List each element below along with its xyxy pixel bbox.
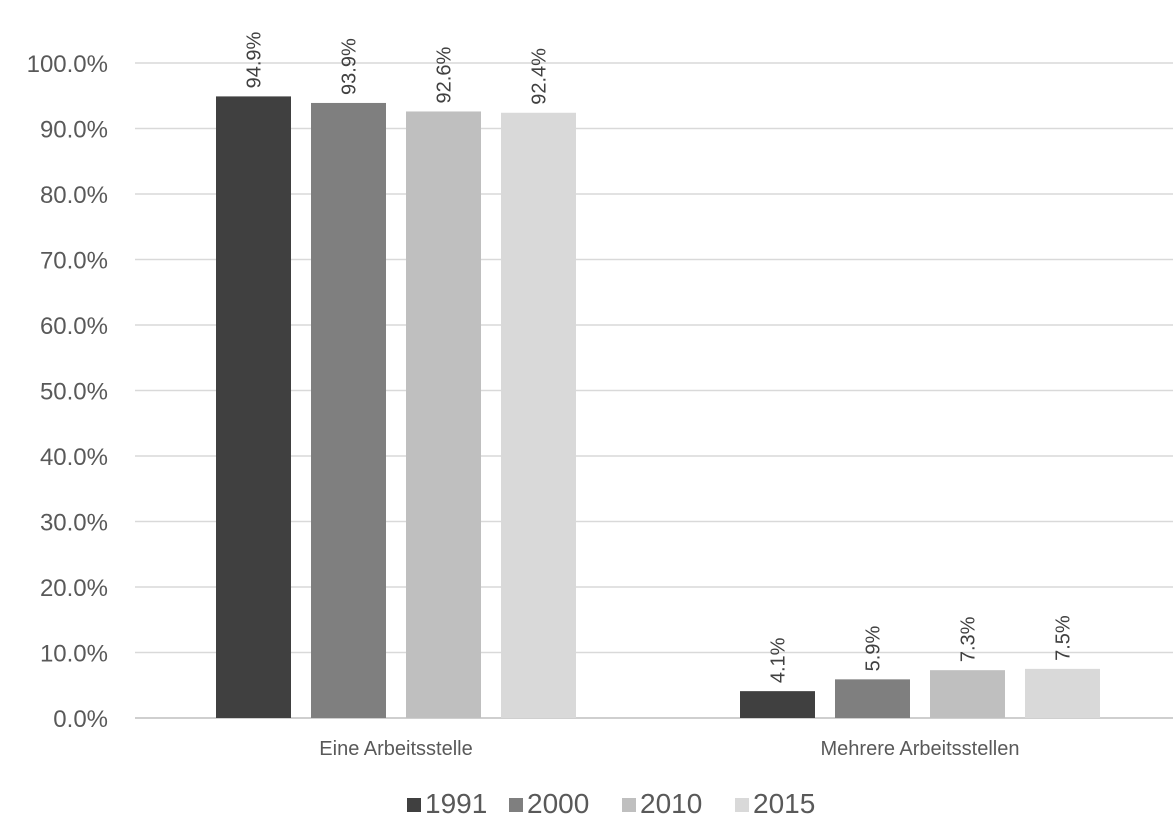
legend: 1991 2000 2010 2015 (407, 788, 815, 819)
y-tick-label: 40.0% (40, 444, 108, 471)
data-label: 93.9% (339, 38, 361, 95)
bar (1025, 668, 1100, 718)
data-label: 7.3% (958, 616, 980, 662)
data-label: 94.9% (244, 31, 266, 88)
bar (311, 102, 386, 718)
y-axis: 0.0% 10.0% 20.0% 30.0% 40.0% 50.0% 60.0% 70.0% 8… (27, 51, 108, 733)
y-tick-label: 60.0% (40, 313, 108, 340)
legend-label: 2015 (753, 788, 815, 819)
data-labels: 94.9% 93.9% 92.6% 92.4% 4.1% 5.9% 7.3% 7.5% (244, 31, 1075, 683)
data-label: 4.1% (768, 637, 790, 683)
y-tick-label: 90.0% (40, 117, 108, 144)
legend-label: 2010 (640, 788, 702, 819)
y-tick-label: 10.0% (40, 641, 108, 668)
y-tick-label: 50.0% (40, 379, 108, 406)
data-label: 7.5% (1053, 615, 1075, 661)
y-tick-label: 80.0% (40, 182, 108, 209)
y-tick-label: 0.0% (53, 706, 108, 733)
y-tick-label: 70.0% (40, 248, 108, 275)
legend-swatch (622, 798, 636, 812)
bar (501, 112, 576, 718)
x-category-label: Eine Arbeitsstelle (319, 738, 472, 760)
bar (930, 670, 1005, 718)
legend-swatch (735, 798, 749, 812)
y-tick-label: 20.0% (40, 575, 108, 602)
bar (740, 691, 815, 718)
data-label: 92.4% (529, 48, 551, 105)
bar (216, 96, 291, 718)
x-axis: Eine Arbeitsstelle Mehrere Arbeitsstellen (319, 738, 1019, 760)
legend-swatch (407, 798, 421, 812)
legend-label: 1991 (425, 788, 487, 819)
y-tick-label: 30.0% (40, 510, 108, 537)
y-tick-label: 100.0% (27, 51, 108, 78)
bars (216, 96, 1100, 719)
data-label: 5.9% (863, 626, 885, 672)
gridlines (135, 62, 1173, 719)
x-category-label: Mehrere Arbeitsstellen (821, 738, 1020, 760)
legend-label: 2000 (527, 788, 589, 819)
legend-swatch (509, 798, 523, 812)
bar (835, 679, 910, 718)
bar (406, 111, 481, 719)
data-label: 92.6% (434, 47, 456, 104)
